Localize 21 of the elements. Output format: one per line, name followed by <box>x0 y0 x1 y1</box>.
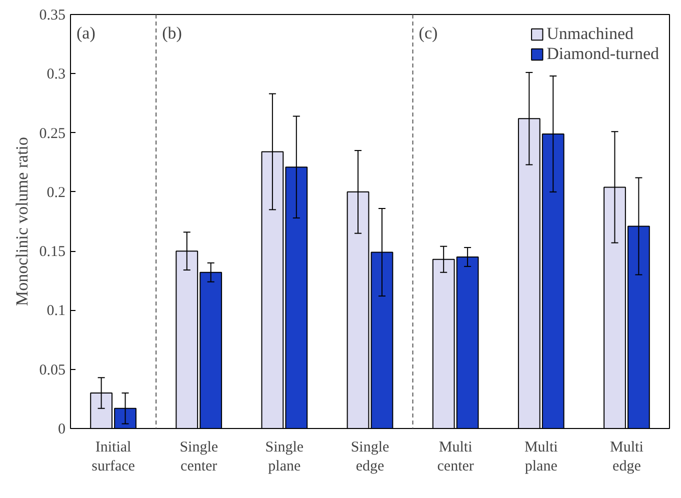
x-tick-label: Multi edge <box>610 440 644 475</box>
y-tick-label: 0.25 <box>39 126 66 142</box>
y-tick-label: 0.3 <box>46 66 66 83</box>
x-tick-label: Multi center <box>437 440 474 475</box>
legend-label: Diamond-turned <box>546 44 659 64</box>
y-tick-label: 0 <box>58 422 66 438</box>
y-tick-label: 0.15 <box>39 244 66 260</box>
x-tick-label: Single center <box>180 440 218 475</box>
x-tick-label: Initial surface <box>92 440 136 475</box>
legend-label: Unmachined <box>546 24 634 44</box>
y-axis-title: Monoclinic volume ratio <box>12 136 32 306</box>
annotation: (a) <box>76 24 96 42</box>
annotation: (b) <box>162 24 182 42</box>
annotation: (c) <box>418 24 438 42</box>
x-tick-label: Single edge <box>350 440 390 475</box>
y-tick-label: 0.05 <box>39 362 66 378</box>
y-tick-label: 0.2 <box>46 184 66 201</box>
x-tick-label: Single plane <box>265 440 304 475</box>
y-tick-label: 0.1 <box>46 303 66 320</box>
x-tick-label: Multi plane <box>524 440 558 475</box>
y-tick-label: 0.35 <box>39 8 66 24</box>
